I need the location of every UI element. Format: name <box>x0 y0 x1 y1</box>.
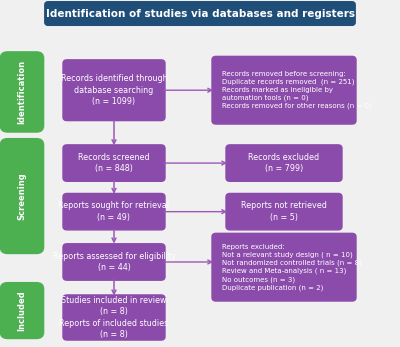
Text: Identification of studies via databases and registers: Identification of studies via databases … <box>46 9 354 18</box>
FancyBboxPatch shape <box>63 295 165 340</box>
FancyBboxPatch shape <box>226 194 342 230</box>
Text: Reports excluded:
Not a relevant study design ( n = 10)
Not randomized controlle: Reports excluded: Not a relevant study d… <box>222 244 362 291</box>
Text: Screening: Screening <box>18 172 26 220</box>
FancyBboxPatch shape <box>212 234 356 301</box>
FancyBboxPatch shape <box>0 139 44 253</box>
FancyBboxPatch shape <box>63 145 165 181</box>
Text: Records excluded
(n = 799): Records excluded (n = 799) <box>248 153 320 173</box>
Text: Records screened
(n = 848): Records screened (n = 848) <box>78 153 150 173</box>
FancyBboxPatch shape <box>226 145 342 181</box>
Text: Studies included in review
(n = 8)
Reports of included studies
(n = 8): Studies included in review (n = 8) Repor… <box>59 296 169 339</box>
Text: Included: Included <box>18 290 26 331</box>
Text: Reports assessed for eligibility
(n = 44): Reports assessed for eligibility (n = 44… <box>52 252 176 272</box>
Text: Identification: Identification <box>18 60 26 124</box>
Text: Records identified through
database searching
(n = 1099): Records identified through database sear… <box>61 74 167 106</box>
Text: Reports sought for retrieval
(n = 49): Reports sought for retrieval (n = 49) <box>58 202 170 222</box>
FancyBboxPatch shape <box>0 282 44 339</box>
FancyBboxPatch shape <box>212 57 356 124</box>
Text: Reports not retrieved
(n = 5): Reports not retrieved (n = 5) <box>241 202 327 222</box>
FancyBboxPatch shape <box>0 52 44 132</box>
Text: Records removed before screening:
Duplicate records removed  (n = 251)
Records m: Records removed before screening: Duplic… <box>222 71 372 109</box>
FancyBboxPatch shape <box>63 60 165 121</box>
FancyBboxPatch shape <box>63 244 165 280</box>
FancyBboxPatch shape <box>45 2 355 25</box>
FancyBboxPatch shape <box>63 194 165 230</box>
